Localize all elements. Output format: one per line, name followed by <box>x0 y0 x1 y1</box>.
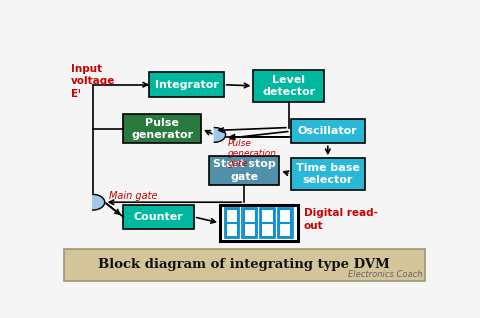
Bar <box>253 70 324 102</box>
Text: Digital read-
out: Digital read- out <box>304 208 378 231</box>
Bar <box>290 158 365 190</box>
Polygon shape <box>93 194 105 210</box>
Text: Counter: Counter <box>134 212 183 222</box>
Polygon shape <box>215 128 226 142</box>
Bar <box>225 208 240 238</box>
Bar <box>149 73 224 97</box>
Text: Time base
selector: Time base selector <box>296 163 360 185</box>
Bar <box>260 208 275 238</box>
Text: Input
voltage
Eᴵ: Input voltage Eᴵ <box>71 64 116 99</box>
Text: Oscillator: Oscillator <box>298 126 358 136</box>
Text: Pulse
generator: Pulse generator <box>131 118 193 140</box>
Text: Block diagram of integrating type DVM: Block diagram of integrating type DVM <box>98 258 390 271</box>
Bar <box>220 205 298 241</box>
Text: Level
detector: Level detector <box>262 75 315 97</box>
Bar <box>242 208 257 238</box>
Text: Integrator: Integrator <box>155 80 218 90</box>
Text: Electronics Coach: Electronics Coach <box>348 270 423 279</box>
Bar <box>123 205 194 229</box>
Text: Pulse
generation
gate: Pulse generation gate <box>228 139 276 168</box>
Bar <box>278 208 292 238</box>
Bar <box>123 114 202 143</box>
Text: Main gate: Main gate <box>109 191 157 201</box>
Bar <box>290 119 365 143</box>
Bar <box>209 156 279 185</box>
Text: Start stop
gate: Start stop gate <box>213 159 276 182</box>
Bar <box>64 249 424 280</box>
